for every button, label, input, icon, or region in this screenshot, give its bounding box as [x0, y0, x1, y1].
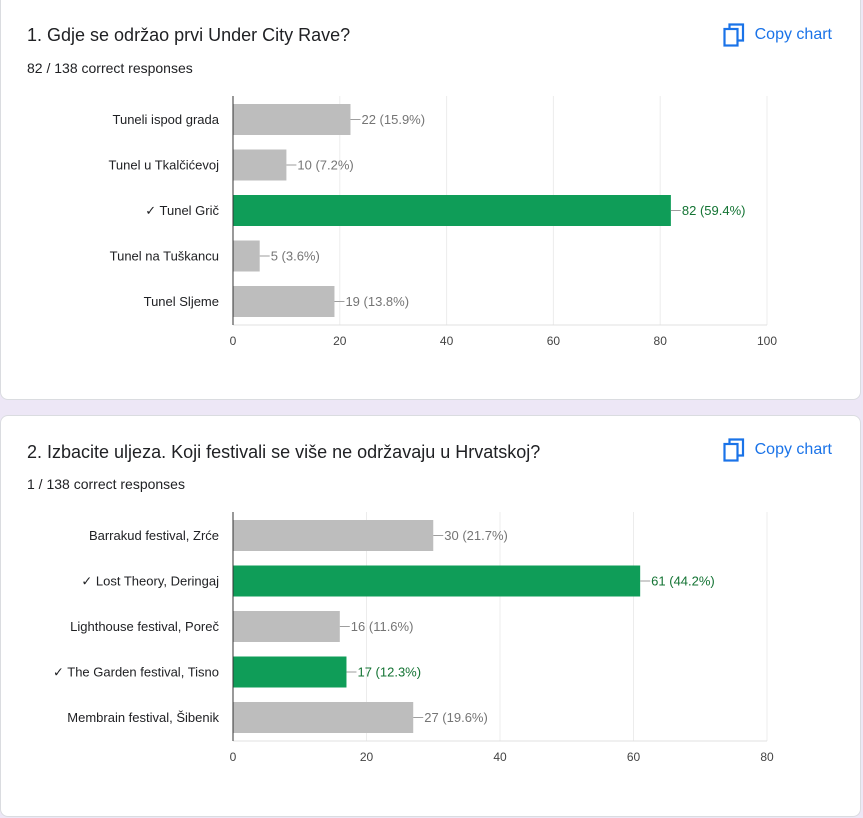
question-card-1: 1. Gdje se održao prvi Under City Rave? …: [0, 0, 861, 400]
bar-correct: [233, 656, 347, 688]
x-tick-label: 80: [760, 750, 774, 764]
data-label: 61 (44.2%): [651, 574, 715, 589]
bar-chart: 0 20 40 60 80 Barrakud festival, Zrće 30 (21.7…: [53, 512, 774, 764]
copy-chart-label: Copy chart: [754, 441, 832, 458]
x-tick-label: 100: [757, 334, 777, 348]
data-label: 22 (15.9%): [361, 112, 425, 127]
copy-icon: [723, 438, 744, 462]
data-label: 17 (12.3%): [357, 665, 421, 680]
x-tick-label: 80: [654, 334, 668, 348]
category-label: Tunel u Tkalčićevoj: [108, 158, 219, 173]
bar-correct: [233, 565, 641, 597]
x-tick-label: 60: [627, 750, 641, 764]
bar-chart: 0 20 40 60 80 100 Tuneli ispod grada 22 (15.9%)…: [108, 96, 777, 348]
category-label: ✓ Tunel Grič: [145, 203, 219, 218]
correct-responses-count: 82 / 138 correct responses: [27, 60, 193, 76]
x-tick-label: 40: [493, 750, 507, 764]
bar: [233, 149, 287, 181]
question-title: 1. Gdje se održao prvi Under City Rave?: [27, 25, 351, 45]
category-label: Barrakud festival, Zrće: [89, 528, 219, 543]
category-label: ✓ The Garden festival, Tisno: [53, 665, 219, 680]
x-tick-label: 60: [547, 334, 561, 348]
bar: [233, 286, 335, 317]
copy-chart-label: Copy chart: [754, 26, 832, 43]
bar: [233, 702, 414, 733]
bar-correct: [233, 195, 671, 226]
category-label: Lighthouse festival, Poreč: [70, 619, 219, 634]
data-label: 19 (13.8%): [345, 294, 409, 309]
correct-responses-count: 1 / 138 correct responses: [27, 476, 185, 492]
copy-chart-button[interactable]: Copy chart: [723, 19, 832, 51]
data-label: 27 (19.6%): [424, 710, 488, 725]
data-label: 16 (11.6%): [351, 619, 414, 634]
x-tick-label: 20: [360, 750, 374, 764]
data-label: 5 (3.6%): [271, 249, 320, 264]
x-tick-label: 0: [230, 750, 237, 764]
question-title: 2. Izbacite uljeza. Koji festivali se vi…: [27, 442, 541, 462]
data-label: 82 (59.4%): [682, 203, 746, 218]
bar: [233, 240, 260, 272]
category-label: Tunel Sljeme: [144, 294, 219, 309]
category-label: Tuneli ispod grada: [113, 112, 220, 127]
x-tick-label: 0: [230, 334, 237, 348]
copy-icon: [723, 23, 744, 47]
bar: [233, 611, 340, 642]
category-label: Tunel na Tuškancu: [110, 249, 219, 264]
category-label: Membrain festival, Šibenik: [67, 710, 219, 725]
question-card-2: 2. Izbacite uljeza. Koji festivali se vi…: [0, 415, 861, 817]
category-label: ✓ Lost Theory, Deringaj: [81, 574, 219, 589]
x-tick-label: 40: [440, 334, 454, 348]
data-label: 30 (21.7%): [444, 528, 508, 543]
copy-chart-button[interactable]: Copy chart: [723, 434, 832, 466]
data-label: 10 (7.2%): [297, 158, 353, 173]
bar: [233, 520, 434, 551]
bar: [233, 104, 351, 135]
x-tick-label: 20: [333, 334, 347, 348]
